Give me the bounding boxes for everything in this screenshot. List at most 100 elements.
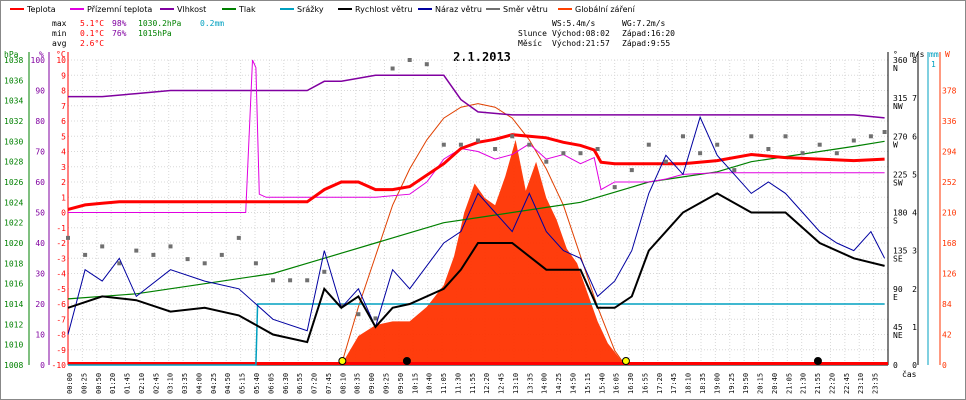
- pressure-tick-15: 1008: [4, 361, 23, 370]
- temperature-tick-14: -4: [56, 270, 66, 279]
- wind-tick-8: 0: [912, 361, 917, 370]
- direction-label-0: N: [893, 64, 898, 73]
- dir-point-38: [715, 142, 720, 147]
- wind-ws: WS:5.4m/s: [552, 19, 596, 28]
- solar-tick-10: 0: [942, 361, 947, 370]
- x-tick-12: 05:15: [239, 373, 247, 394]
- dir-point-6: [168, 244, 173, 249]
- x-tick-0: 00:00: [66, 373, 74, 394]
- x-tick-49: 20:40: [771, 373, 779, 394]
- dir-point-27: [527, 142, 532, 147]
- x-tick-23: 09:50: [397, 373, 405, 394]
- direction-tick-3: 225: [893, 170, 908, 179]
- series-solar-area: [68, 139, 885, 365]
- temperature-tick-13: -3: [56, 254, 66, 263]
- temperature-tick-11: -1: [56, 224, 66, 233]
- temperature-tick-7: 3: [61, 163, 66, 172]
- x-tick-29: 12:20: [483, 373, 491, 394]
- sun-label: Slunce: [518, 29, 547, 38]
- x-axis-label: čas: [902, 369, 917, 379]
- temperature-tick-0: 10: [56, 56, 66, 65]
- x-tick-2: 00:50: [95, 373, 103, 394]
- stat-min-label: min: [52, 29, 67, 38]
- x-tick-21: 09:00: [368, 373, 376, 394]
- temperature-tick-9: 1: [61, 193, 66, 202]
- humidity-tick-5: 50: [35, 209, 45, 218]
- rain-tick-0: 1: [931, 60, 936, 69]
- pressure-tick-11: 1016: [4, 280, 23, 289]
- pressure-tick-1: 1036: [4, 76, 23, 85]
- wind-tick-4: 4: [912, 209, 917, 218]
- x-tick-6: 02:45: [152, 373, 160, 394]
- axis-unit-temperature: °C: [56, 50, 66, 59]
- stat-min-temp: 0.1°C: [80, 29, 104, 38]
- temperature-tick-20: -10: [52, 361, 67, 370]
- x-tick-15: 06:30: [282, 373, 290, 394]
- temperature-tick-6: 4: [61, 148, 66, 157]
- pressure-tick-0: 1038: [4, 56, 23, 65]
- stat-min-hum: 76%: [112, 29, 127, 38]
- legend-label-7: Směr větru: [503, 5, 548, 14]
- temperature-tick-19: -9: [56, 346, 66, 355]
- dir-point-4: [134, 248, 139, 253]
- x-tick-17: 07:20: [311, 373, 319, 394]
- dir-point-8: [202, 261, 207, 266]
- x-tick-38: 16:05: [613, 373, 621, 394]
- dir-point-47: [868, 134, 873, 139]
- stat-max-rain: 0.2mm: [200, 19, 224, 28]
- dir-point-33: [629, 168, 634, 173]
- dir-point-2: [100, 244, 105, 249]
- temperature-tick-1: 9: [61, 71, 66, 80]
- x-tick-4: 01:45: [124, 373, 132, 394]
- pressure-tick-3: 1032: [4, 117, 23, 126]
- dir-point-24: [476, 138, 480, 143]
- series-ground-temp-line: [68, 59, 885, 213]
- temperature-tick-16: -6: [56, 300, 66, 309]
- x-tick-7: 03:10: [167, 373, 175, 394]
- marker-sunrise: [338, 357, 347, 365]
- x-tick-13: 05:40: [253, 373, 261, 394]
- temperature-tick-18: -8: [56, 331, 66, 340]
- x-tick-44: 18:35: [699, 373, 707, 394]
- wind-tick-3: 5: [912, 170, 917, 179]
- temperature-tick-2: 8: [61, 87, 66, 96]
- x-tick-28: 11:55: [469, 373, 477, 394]
- pressure-tick-2: 1034: [4, 97, 23, 106]
- direction-tick-1: 315: [893, 94, 908, 103]
- series-rain-line: [68, 303, 885, 366]
- x-tick-53: 22:20: [828, 373, 836, 394]
- temperature-tick-10: 0: [61, 209, 66, 218]
- dir-point-12: [271, 278, 275, 283]
- pressure-tick-14: 1010: [4, 341, 23, 350]
- pressure-tick-7: 1024: [4, 198, 23, 207]
- dir-point-35: [663, 159, 668, 164]
- x-tick-52: 21:55: [814, 373, 822, 394]
- x-tick-9: 04:00: [195, 373, 203, 394]
- dir-point-32: [612, 185, 617, 190]
- dir-point-41: [766, 147, 771, 151]
- moon-set: Západ:9:55: [622, 39, 670, 48]
- humidity-tick-7: 30: [35, 270, 45, 279]
- moon-label: Měsíc: [518, 39, 542, 48]
- direction-label-5: SE: [893, 255, 903, 264]
- humidity-tick-9: 10: [35, 331, 45, 340]
- dir-point-15: [322, 269, 327, 274]
- x-tick-48: 20:15: [757, 373, 765, 394]
- dir-point-34: [646, 142, 651, 147]
- pressure-tick-13: 1012: [4, 320, 23, 329]
- dir-point-16: [339, 303, 344, 308]
- series-pressure-line: [67, 140, 885, 300]
- direction-tick-6: 90: [893, 285, 903, 294]
- dir-point-42: [783, 134, 788, 139]
- x-tick-39: 16:30: [627, 373, 635, 394]
- dir-point-37: [698, 151, 703, 156]
- legend-label-4: Srážky: [297, 5, 324, 14]
- x-tick-42: 17:45: [670, 373, 678, 394]
- dir-point-30: [578, 151, 583, 156]
- temperature-tick-17: -7: [56, 315, 66, 324]
- dir-point-9: [219, 252, 224, 257]
- dir-point-0: [66, 235, 70, 240]
- solar-tick-2: 336: [942, 117, 957, 126]
- x-tick-34: 14:25: [555, 373, 563, 394]
- temperature-tick-4: 6: [61, 117, 66, 126]
